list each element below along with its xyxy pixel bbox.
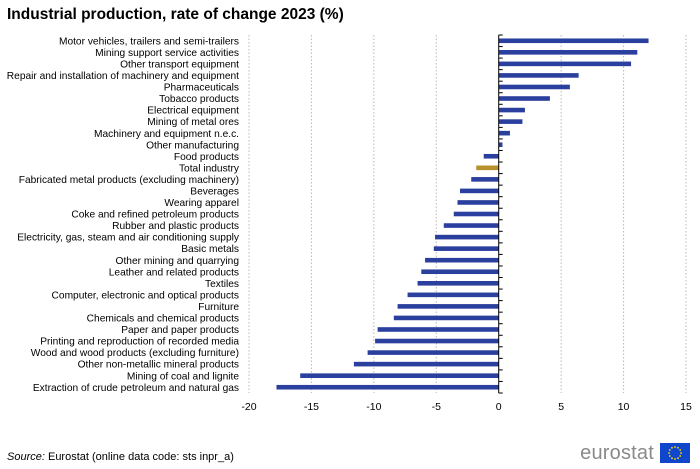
category-label: Extraction of crude petroleum and natura… [33, 383, 239, 394]
category-label: Furniture [198, 302, 239, 313]
category-label: Other non-metallic mineral products [78, 360, 239, 371]
bar [498, 130, 510, 136]
category-label: Other manufacturing [146, 140, 239, 151]
bar [471, 177, 499, 182]
bar [425, 257, 499, 263]
flag-star [680, 452, 682, 454]
flag-star [677, 446, 679, 449]
source-text: Eurostat (online data code: sts inpr_a) [44, 451, 234, 463]
bar [435, 234, 499, 240]
category-label: Basic metals [181, 244, 239, 255]
category-label: Fabricated metal products (excluding mac… [19, 175, 239, 186]
category-label: Mining support service activities [95, 48, 239, 59]
bar [457, 200, 499, 205]
logo-text: eurostat [580, 441, 654, 464]
source-note: Source: Eurostat (online data code: sts … [7, 451, 234, 463]
bar [498, 84, 570, 90]
bar [498, 61, 632, 67]
category-label: Beverages [190, 187, 239, 198]
flag-star [668, 455, 671, 457]
category-label: Computer, electronic and optical product… [52, 290, 239, 301]
bar [433, 246, 499, 251]
x-tick-label: 10 [618, 401, 630, 413]
bar [476, 165, 499, 171]
category-labels: Motor vehicles, trailers and semi-traile… [7, 36, 240, 393]
bar [498, 119, 523, 124]
category-label: Pharmaceuticals [164, 83, 239, 94]
category-label: Motor vehicles, trailers and semi-traile… [59, 36, 239, 47]
bar [353, 361, 499, 367]
category-label: Total industry [179, 163, 240, 174]
eurostat-logo: eurostat [580, 440, 690, 466]
bar [443, 223, 499, 228]
category-label: Textiles [205, 279, 239, 290]
bar [375, 338, 499, 344]
bar [407, 292, 499, 298]
category-label: Tobacco products [159, 94, 239, 105]
flag-star [668, 452, 670, 454]
bar [367, 350, 499, 355]
category-label: Mining of metal ores [147, 117, 239, 128]
axes [498, 34, 503, 394]
bar [498, 50, 638, 55]
bar [498, 96, 550, 101]
flag-star [674, 458, 676, 460]
flag-star [679, 455, 682, 457]
category-label: Electricity, gas, steam and air conditio… [17, 233, 240, 244]
category-label: Machinery and equipment n.e.c. [94, 129, 239, 140]
bars [276, 38, 649, 390]
bar [498, 107, 525, 113]
category-label: Other transport equipment [120, 59, 239, 70]
x-tick-label: -10 [366, 401, 381, 413]
category-label: Wood and wood products (excluding furnit… [31, 348, 239, 359]
x-tick-label: 15 [680, 401, 692, 413]
x-tick-label: -5 [432, 401, 441, 413]
eu-flag-icon [660, 443, 690, 463]
bar [276, 384, 499, 390]
source-label: Source: [7, 451, 45, 463]
category-label: Mining of coal and lignite [127, 371, 239, 382]
category-label: Paper and paper products [121, 325, 239, 336]
category-label: Chemicals and chemical products [87, 314, 239, 325]
bar [397, 304, 499, 309]
bar [393, 315, 499, 321]
flag-star [677, 457, 679, 460]
flag-star [668, 449, 671, 451]
chart-title: Industrial production, rate of change 20… [7, 6, 344, 23]
category-label: Rubber and plastic products [112, 221, 239, 232]
bar [483, 153, 499, 159]
bar [453, 211, 499, 217]
category-label: Other mining and quarrying [116, 256, 240, 267]
category-label: Food products [174, 152, 239, 163]
flag-star [671, 446, 673, 449]
category-label: Wearing apparel [164, 198, 239, 209]
bar [498, 142, 503, 148]
gridlines [248, 35, 687, 393]
flag-star [674, 446, 676, 448]
x-tick-labels: -20 -15 -10 -5 0 5 10 15 [241, 401, 692, 413]
bar [498, 73, 579, 78]
category-label: Coke and refined petroleum products [71, 210, 239, 221]
x-tick-label: -20 [241, 401, 256, 413]
bar [498, 38, 649, 44]
bar [377, 327, 499, 332]
bar [417, 280, 499, 286]
x-tick-label: 5 [558, 401, 564, 413]
flag-star [679, 449, 682, 451]
bar-chart: Motor vehicles, trailers and semi-traile… [7, 34, 692, 413]
flag-star [671, 457, 673, 460]
category-label: Repair and installation of machinery and… [7, 71, 239, 82]
bar [421, 269, 499, 275]
bar [460, 188, 499, 194]
x-tick-label: -15 [304, 401, 319, 413]
category-label: Leather and related products [109, 267, 239, 278]
category-label: Printing and reproduction of recorded me… [40, 337, 239, 348]
bar [300, 373, 499, 378]
x-tick-label: 0 [496, 401, 502, 413]
category-label: Electrical equipment [147, 106, 239, 117]
